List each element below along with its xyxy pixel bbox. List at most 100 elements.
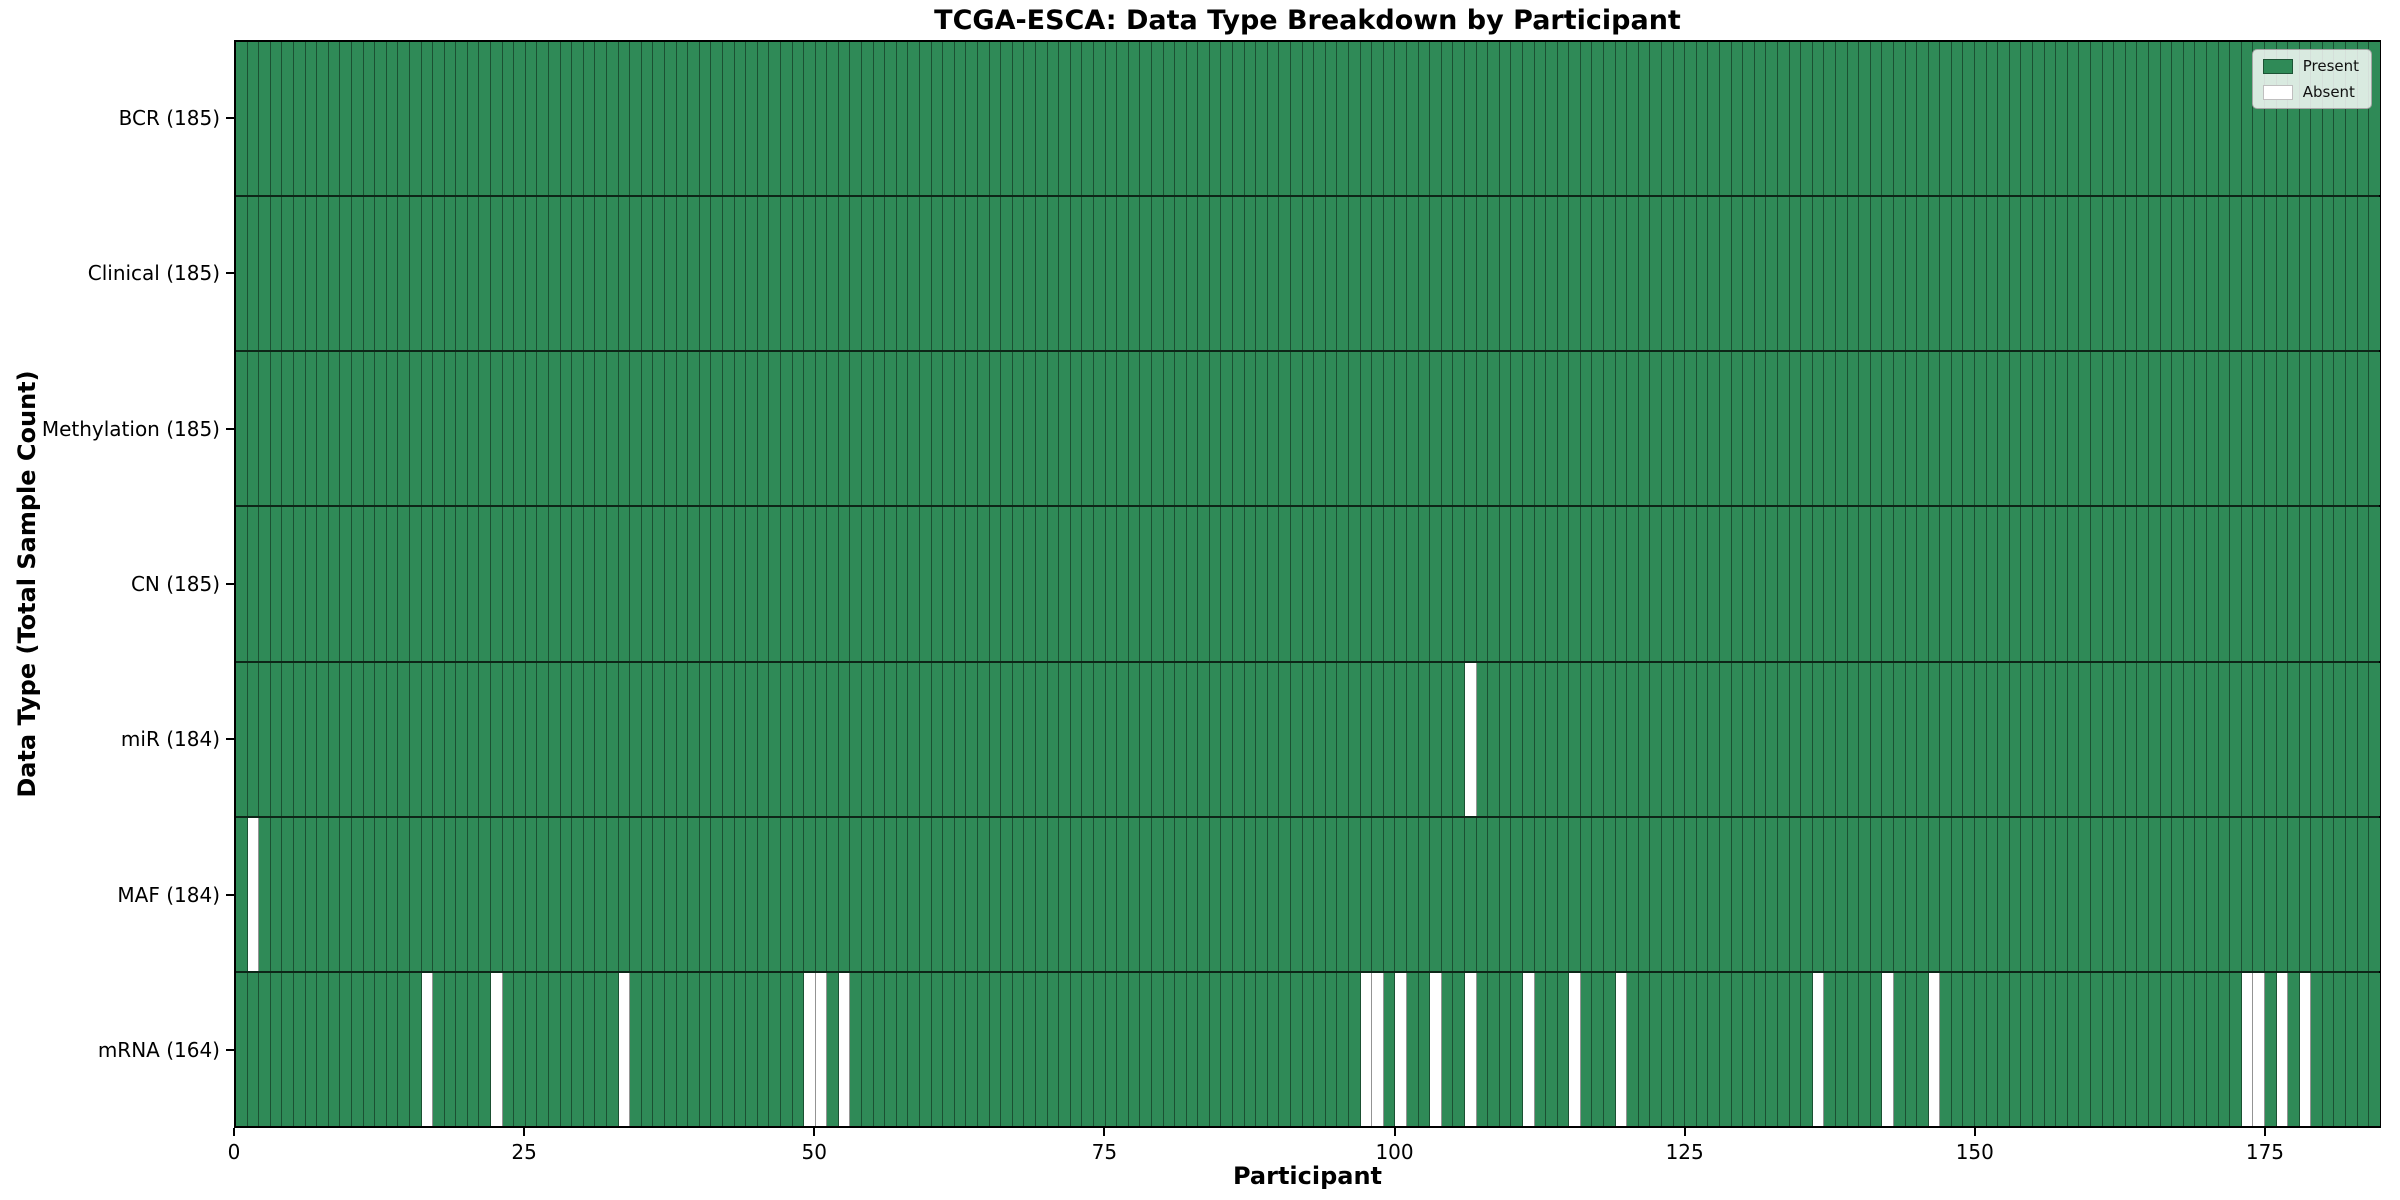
heatmap-cell [525, 352, 538, 506]
heatmap-cell [1464, 507, 1477, 661]
heatmap-cell [1070, 42, 1083, 196]
heatmap-cell [1418, 42, 1431, 196]
heatmap-cell [1917, 972, 1929, 1126]
heatmap-cell [1441, 972, 1454, 1126]
heatmap-cell [1256, 42, 1268, 196]
heatmap-cell [328, 972, 341, 1126]
heatmap-cell [978, 197, 990, 351]
heatmap-cell [804, 817, 816, 971]
heatmap-cell [1986, 352, 1999, 506]
heatmap-cell [1592, 972, 1605, 1126]
heatmap-cell [920, 662, 932, 816]
heatmap-cell [2148, 197, 2161, 351]
heatmap-cell [421, 972, 434, 1126]
heatmap-cell [1662, 662, 1674, 816]
heatmap-cell [1893, 197, 1906, 351]
heatmap-cell [1951, 197, 1964, 351]
heatmap-cell [491, 817, 503, 971]
heatmap-cell [1963, 662, 1976, 816]
heatmap-cell [433, 662, 445, 816]
heatmap-cell [2172, 197, 2184, 351]
heatmap-cell [1383, 817, 1396, 971]
heatmap-cell [2148, 42, 2161, 196]
heatmap-cell [375, 42, 387, 196]
heatmap-cell [525, 817, 538, 971]
heatmap-cell [815, 507, 828, 661]
heatmap-cell [896, 352, 909, 506]
heatmap-cell [1337, 972, 1349, 1126]
heatmap-cell [711, 42, 723, 196]
heatmap-cell [1128, 817, 1141, 971]
heatmap-cell [549, 352, 561, 506]
heatmap-cell [827, 42, 839, 196]
heatmap-cell [317, 507, 329, 661]
heatmap-cell [491, 197, 503, 351]
heatmap-cell [1789, 662, 1802, 816]
heatmap-cell [1777, 42, 1790, 196]
heatmap-cell [838, 972, 851, 1126]
heatmap-cell [351, 507, 364, 661]
heatmap-cell [1082, 972, 1094, 1126]
heatmap-cell [1024, 662, 1036, 816]
heatmap-cell [1859, 352, 1871, 506]
heatmap-cell [1847, 352, 1860, 506]
heatmap-cell [1940, 817, 1952, 971]
heatmap-cell [479, 42, 492, 196]
heatmap-cell [618, 507, 631, 661]
heatmap-cell [328, 662, 341, 816]
heatmap-cell [827, 507, 839, 661]
heatmap-cell [954, 972, 967, 1126]
heatmap-cell [1731, 197, 1744, 351]
heatmap-cell [1522, 42, 1535, 196]
heatmap-cell [456, 972, 468, 1126]
heatmap-cell [780, 197, 793, 351]
heatmap-cell [2056, 197, 2068, 351]
heatmap-cell [351, 662, 364, 816]
heatmap-cell [525, 972, 538, 1126]
heatmap-cell [1847, 197, 1860, 351]
heatmap-cell [1650, 972, 1663, 1126]
heatmap-cell [502, 662, 515, 816]
heatmap-cell [1662, 817, 1674, 971]
heatmap-cell [386, 197, 399, 351]
heatmap-cell [780, 972, 793, 1126]
heatmap-cell [1093, 817, 1106, 971]
heatmap-cell [1789, 507, 1802, 661]
heatmap-cell [792, 817, 805, 971]
heatmap-cell [746, 507, 758, 661]
heatmap-cell [931, 662, 944, 816]
heatmap-cell [1291, 42, 1303, 196]
heatmap-cell [1151, 972, 1164, 1126]
heatmap-cell [2033, 352, 2045, 506]
heatmap-cell [1766, 972, 1778, 1126]
heatmap-cell [595, 42, 607, 196]
heatmap-cell [978, 352, 990, 506]
heatmap-cell [2056, 662, 2068, 816]
heatmap-cell [2334, 507, 2347, 661]
heatmap-cell [896, 42, 909, 196]
heatmap-cell [572, 507, 584, 661]
heatmap-cell [2346, 197, 2358, 351]
heatmap-cell [433, 42, 445, 196]
heatmap-cell [1708, 352, 1720, 506]
y-tick-mark [226, 116, 234, 119]
heatmap-cell [2311, 507, 2323, 661]
heatmap-cell [838, 507, 851, 661]
heatmap-cell [2206, 972, 2219, 1126]
legend-label-absent: Absent [2302, 83, 2355, 101]
heatmap-cell [560, 662, 573, 816]
heatmap-cell [1754, 662, 1767, 816]
heatmap-cell [2148, 352, 2161, 506]
heatmap-cell [2357, 42, 2370, 196]
heatmap-cell [2033, 817, 2045, 971]
heatmap-cell [2056, 507, 2068, 661]
heatmap-cell [2276, 662, 2289, 816]
x-tick-mark [1683, 1128, 1686, 1136]
heatmap-cell [1940, 972, 1952, 1126]
heatmap-cell [1314, 662, 1326, 816]
heatmap-cell [920, 817, 932, 971]
heatmap-cell [757, 972, 770, 1126]
heatmap-cell [456, 197, 468, 351]
heatmap-cell [2102, 197, 2115, 351]
heatmap-cell [1291, 197, 1303, 351]
